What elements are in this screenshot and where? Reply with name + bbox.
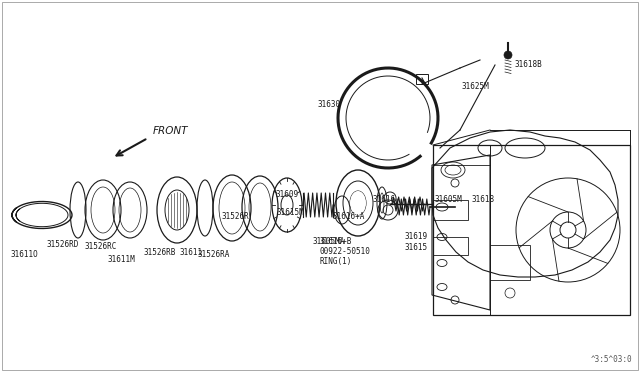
- Text: RING(1): RING(1): [320, 257, 353, 266]
- Text: 31625M: 31625M: [462, 82, 490, 91]
- Text: 31605M: 31605M: [435, 195, 463, 204]
- Text: 31611: 31611: [180, 248, 203, 257]
- Text: 31611M: 31611M: [107, 255, 135, 264]
- Text: 31616+B: 31616+B: [320, 237, 353, 246]
- Text: 31630: 31630: [318, 100, 341, 109]
- Text: 00922-50510: 00922-50510: [320, 247, 371, 256]
- Text: 31615M: 31615M: [277, 208, 305, 217]
- Text: 31615: 31615: [405, 243, 428, 252]
- Bar: [433, 237, 468, 255]
- Text: 31526RC: 31526RC: [84, 242, 116, 251]
- Circle shape: [504, 51, 512, 59]
- Text: 31526R: 31526R: [222, 212, 250, 221]
- Text: 31526RB: 31526RB: [143, 248, 175, 257]
- Bar: [490, 245, 530, 280]
- Text: 31526RA: 31526RA: [197, 250, 229, 259]
- Bar: [433, 200, 468, 220]
- Text: 31618B: 31618B: [515, 60, 543, 69]
- Text: 31618: 31618: [472, 195, 495, 204]
- Text: FRONT: FRONT: [153, 126, 189, 136]
- Text: 31619: 31619: [405, 232, 428, 241]
- Ellipse shape: [350, 191, 366, 215]
- Text: ^3:5^03:0: ^3:5^03:0: [590, 355, 632, 364]
- Text: 31616+A: 31616+A: [333, 212, 365, 221]
- Text: 31609: 31609: [276, 190, 299, 199]
- Text: 31526RD: 31526RD: [46, 240, 78, 249]
- Text: 31616: 31616: [373, 195, 396, 204]
- Text: 31611O: 31611O: [10, 250, 38, 259]
- Bar: [416, 74, 428, 84]
- Text: 31605MA: 31605MA: [313, 237, 346, 246]
